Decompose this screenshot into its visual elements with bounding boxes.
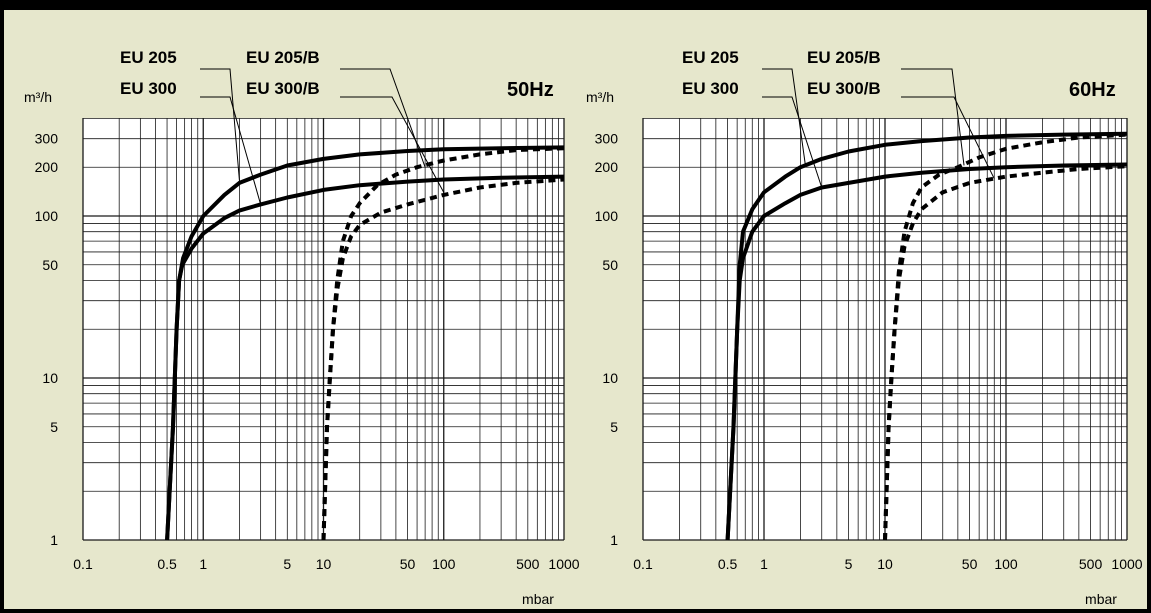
y-tick-label: 10 xyxy=(42,370,58,386)
series-line-eu-300-b xyxy=(321,177,565,541)
x-tick-label: 1 xyxy=(199,556,207,572)
y-tick-label: 1 xyxy=(50,532,58,548)
y-tick-label: 300 xyxy=(595,131,619,147)
x-tick-label: 1000 xyxy=(548,556,579,572)
chart-panel-1: 1 5 10 50 100 200 300 0.1 0.5 1 5 10 50 100 500 1000 m³/… xyxy=(586,48,1143,607)
x-tick-label: 10 xyxy=(877,556,893,572)
leader-line xyxy=(200,68,240,181)
x-tick-label: 100 xyxy=(432,556,456,572)
x-tick-label: 1000 xyxy=(1111,556,1142,572)
series-label: EU 205/B xyxy=(807,48,881,67)
x-axis-label: mbar xyxy=(522,591,554,607)
chart-title: 50Hz xyxy=(507,79,554,101)
y-tick-label: 5 xyxy=(610,419,618,435)
chart-canvas: 1 5 10 50 100 200 300 0.1 0.5 1 5 10 50 100 500 1000 m³/… xyxy=(24,48,1143,607)
y-grid xyxy=(83,118,564,541)
x-tick-label: 500 xyxy=(516,556,540,572)
series-label: EU 205/B xyxy=(246,48,320,67)
series-label: EU 205 xyxy=(120,48,177,67)
leader-line xyxy=(901,68,965,166)
series-label: EU 300/B xyxy=(807,79,881,98)
series-label: EU 205 xyxy=(682,48,739,67)
leader-line xyxy=(200,96,262,205)
series-label: EU 300 xyxy=(682,79,739,98)
x-tick-label: 50 xyxy=(400,556,416,572)
x-tick-label: 0.5 xyxy=(157,556,177,572)
y-tick-label: 50 xyxy=(42,257,58,273)
x-tick-label: 100 xyxy=(994,556,1018,572)
series-line-eu-205-b xyxy=(321,146,565,541)
y-tick-label: 10 xyxy=(602,370,618,386)
y-tick-label: 100 xyxy=(35,208,59,224)
y-tick-label: 300 xyxy=(35,131,59,147)
x-tick-label: 10 xyxy=(316,556,332,572)
series-label: EU 300/B xyxy=(246,79,320,98)
x-tick-label: 0.1 xyxy=(633,556,653,572)
leader-line xyxy=(340,96,445,193)
leader-line xyxy=(762,68,806,166)
leader-line xyxy=(762,96,823,188)
chart-title: 60Hz xyxy=(1069,79,1116,101)
series-label: EU 300 xyxy=(120,79,177,98)
y-tick-label: 100 xyxy=(595,208,619,224)
series-line-eu-300 xyxy=(165,174,565,541)
x-tick-label: 0.1 xyxy=(73,556,93,572)
x-tick-label: 500 xyxy=(1079,556,1103,572)
y-tick-label: 5 xyxy=(50,419,58,435)
leader-line xyxy=(901,96,995,179)
chart-panel-0: 1 5 10 50 100 200 300 0.1 0.5 1 5 10 50 100 500 1000 m³/… xyxy=(24,48,580,607)
x-tick-label: 50 xyxy=(962,556,978,572)
y-tick-label: 200 xyxy=(35,159,59,175)
x-tick-label: 0.5 xyxy=(718,556,738,572)
y-axis-label: m³/h xyxy=(24,89,52,105)
x-tick-label: 5 xyxy=(845,556,853,572)
y-tick-label: 50 xyxy=(602,257,618,273)
leader-line xyxy=(340,68,426,168)
series-line-eu-300-b xyxy=(883,164,1128,541)
y-axis-label: m³/h xyxy=(586,89,614,105)
x-tick-label: 1 xyxy=(760,556,768,572)
x-tick-label: 5 xyxy=(283,556,291,572)
y-tick-label: 200 xyxy=(595,159,619,175)
series-line-eu-300 xyxy=(725,162,1128,541)
x-axis-label: mbar xyxy=(1085,591,1117,607)
y-tick-label: 1 xyxy=(610,532,618,548)
